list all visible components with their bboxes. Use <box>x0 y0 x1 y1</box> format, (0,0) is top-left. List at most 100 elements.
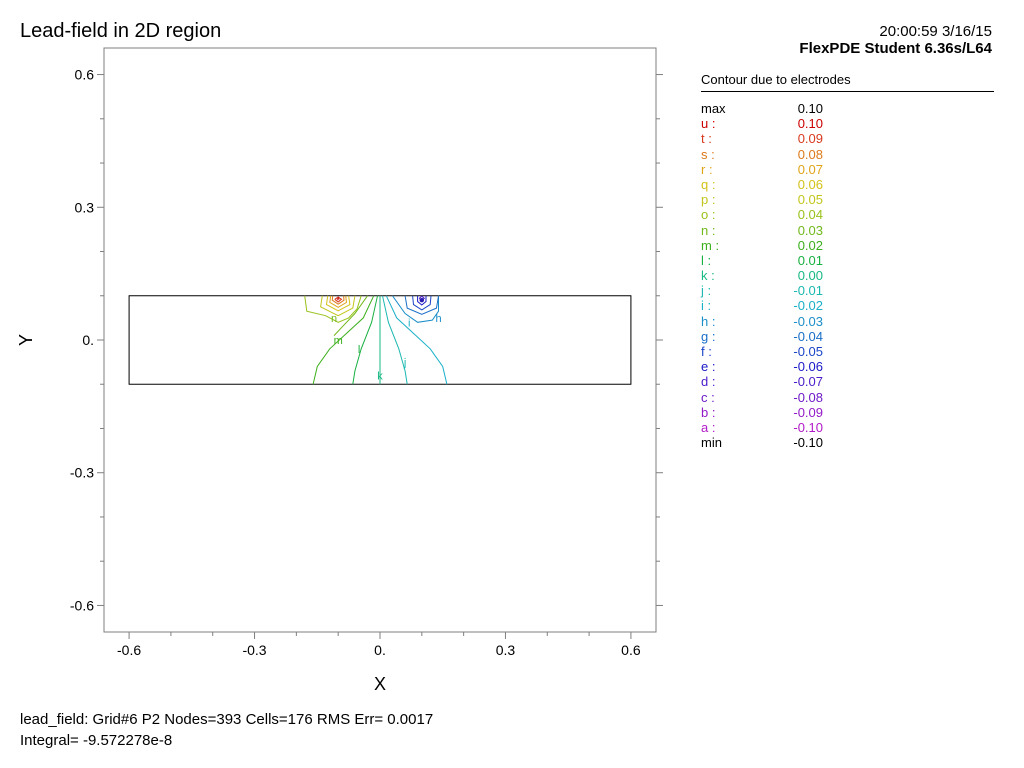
x-tick-label: -0.3 <box>242 642 266 658</box>
legend-level-label: m : <box>701 237 720 253</box>
legend-level-label: j : <box>701 283 712 299</box>
legend-level-label: o : <box>701 207 716 223</box>
contour-line-f <box>412 295 432 311</box>
legend-row: e : -0.06 <box>701 359 994 374</box>
legend-level-value: 0.05 <box>797 192 823 208</box>
legend-level-value: -0.08 <box>793 389 823 405</box>
contour-line-m <box>312 295 375 385</box>
y-tick-label: 0.6 <box>75 67 95 83</box>
legend-row: u : 0.10 <box>701 116 994 131</box>
legend-level-value: -0.03 <box>793 313 823 329</box>
legend-level-label: s : <box>701 146 715 162</box>
legend-row: l : 0.01 <box>701 253 994 268</box>
y-tick-label: -0.6 <box>70 597 94 613</box>
contour-label-l: l <box>358 344 360 356</box>
legend-row: q : 0.06 <box>701 177 994 192</box>
source-marker-negative <box>419 297 425 303</box>
legend-row: max 0.10 <box>701 101 994 116</box>
contour-line-t <box>334 296 343 303</box>
status-footer: lead_field: Grid#6 P2 Nodes=393 Cells=17… <box>20 709 433 751</box>
x-axis-title: X <box>374 674 386 694</box>
contour-label-k: k <box>377 370 383 382</box>
contour-line-j <box>382 295 408 385</box>
legend-level-value: -0.06 <box>793 359 823 375</box>
timestamp: 20:00:59 3/16/15 <box>879 23 992 40</box>
legend-level-value: -0.09 <box>793 404 823 420</box>
legend-level-value: 0.07 <box>797 161 823 177</box>
legend-level-value: -0.01 <box>793 283 823 299</box>
legend-level-value: -0.02 <box>793 298 823 314</box>
legend-level-label: f : <box>701 344 712 359</box>
plot-title: Lead-field in 2D region <box>20 20 222 42</box>
legend-row: h : -0.03 <box>701 314 994 329</box>
contour-line-h <box>392 295 439 323</box>
legend-rows: max 0.10 u : 0.10 t : 0.09 s : 0.08 r : 0.07 q : 0.… <box>701 101 994 450</box>
y-tick-label: -0.3 <box>70 465 94 481</box>
footer-grid-info: lead_field: Grid#6 P2 Nodes=393 Cells=17… <box>20 711 434 728</box>
contour-line-s <box>331 295 345 305</box>
legend-level-value: -0.05 <box>793 344 823 359</box>
legend-level-value: 0.04 <box>797 207 823 223</box>
contour-line-n <box>333 295 368 336</box>
legend-level-label: e : <box>701 359 716 375</box>
contour-line-g <box>404 295 439 315</box>
contour-label-j: j <box>403 357 406 369</box>
legend-level-value: 0.06 <box>797 176 823 192</box>
legend-level-value: 0.01 <box>797 252 823 268</box>
source-marker-positive: * <box>336 295 341 307</box>
contour-line-e <box>417 295 427 306</box>
x-tick-label: -0.6 <box>117 642 141 658</box>
contour-line-r <box>329 295 348 308</box>
legend-level-value: 0.10 <box>797 116 823 132</box>
legend-level-label: d : <box>701 374 716 390</box>
legend-level-value: -0.07 <box>793 374 823 390</box>
legend-level-label: h : <box>701 313 716 329</box>
contour-line-p <box>320 295 356 317</box>
contour-labels: nm l k j i h <box>331 313 442 383</box>
legend-level-label: max <box>701 101 726 116</box>
contour-label-m: m <box>334 335 343 347</box>
legend-level-label: r : <box>701 161 713 177</box>
legend-row: i : -0.02 <box>701 298 994 313</box>
legend-title: Contour due to electrodes <box>701 72 994 92</box>
contour-line-o <box>304 295 362 323</box>
contour-label-n: n <box>331 313 337 325</box>
legend-level-label: i : <box>701 298 712 314</box>
software-version: FlexPDE Student 6.36s/L64 <box>799 40 992 57</box>
legend-row: b : -0.09 <box>701 405 994 420</box>
contour-line-i <box>385 295 448 385</box>
footer-integral: Integral= -9.572278e-8 <box>20 732 173 749</box>
legend-row: t : 0.09 <box>701 131 994 146</box>
legend-level-label: b : <box>701 404 716 420</box>
legend-level-label: n : <box>701 222 716 238</box>
legend-level-value: 0.02 <box>797 237 823 253</box>
contour-label-h: h <box>435 313 441 325</box>
contour-line-l <box>352 295 378 385</box>
legend-row: a : -0.10 <box>701 420 994 435</box>
x-tick-label: 0. <box>374 642 386 658</box>
contour-lines <box>304 295 448 385</box>
legend-level-value: 0.09 <box>797 131 823 147</box>
legend-row: min -0.10 <box>701 435 994 450</box>
legend: Contour due to electrodes max 0.10 u : 0.10… <box>701 72 994 450</box>
x-tick-label: 0.3 <box>496 642 516 658</box>
legend-level-label: p : <box>701 192 716 208</box>
legend-level-label: g : <box>701 328 716 344</box>
contour-line-q <box>325 295 351 312</box>
legend-level-value: 0.08 <box>797 146 823 162</box>
domain-rectangle <box>128 295 632 385</box>
contour-label-i: i <box>408 317 410 329</box>
legend-row: m : 0.02 <box>701 238 994 253</box>
legend-row: d : -0.07 <box>701 374 994 389</box>
legend-row: k : 0.00 <box>701 268 994 283</box>
axis-ticks <box>97 74 663 639</box>
legend-row: g : -0.04 <box>701 329 994 344</box>
legend-level-label: min <box>701 435 722 451</box>
axis-tick-labels: -0.6 -0.3 0. 0.3 0.6 0.6 0.3 0. -0.3 -0.6 <box>70 67 641 658</box>
legend-level-label: a : <box>701 419 716 435</box>
legend-level-label: c : <box>701 389 715 405</box>
legend-level-label: k : <box>701 268 715 284</box>
legend-level-value: -0.04 <box>793 328 823 344</box>
legend-level-label: u : <box>701 116 716 132</box>
